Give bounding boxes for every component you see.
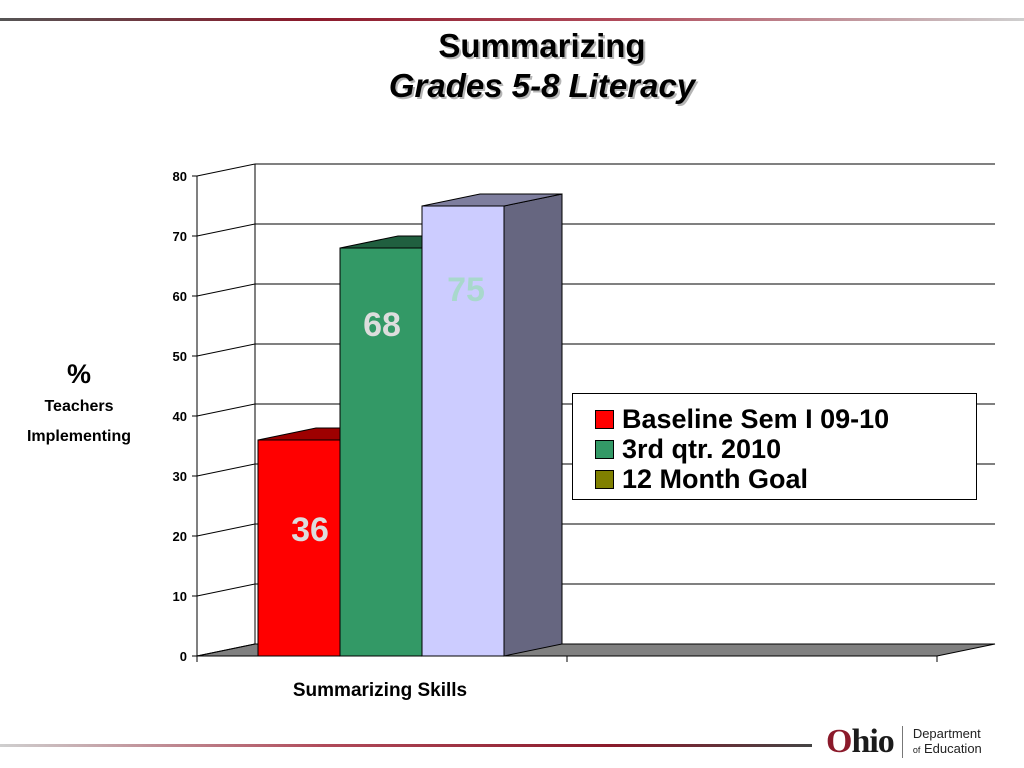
bar-3rd-qtr	[339, 247, 423, 657]
y-tick-label: 20	[173, 529, 187, 544]
legend-label-3rd-qtr: 3rd qtr. 2010	[622, 434, 782, 464]
gridline-side	[196, 283, 256, 297]
logo-line-2: Education	[923, 741, 982, 756]
legend-swatch-3rd-qtr	[595, 439, 614, 459]
logo-line-2-of: of	[912, 745, 921, 755]
legend-label-goal: 12 Month Goal	[622, 464, 809, 494]
y-tick-label: 30	[173, 469, 187, 484]
bottom-rule	[0, 744, 812, 747]
gridline-side	[196, 223, 256, 237]
y-axis-label-line-2: Implementing	[26, 428, 131, 445]
logo-ohio-rest: hio	[851, 723, 894, 760]
gridline-side	[196, 343, 256, 357]
data-label-baseline: 36	[291, 511, 329, 549]
y-tick-label: 50	[173, 349, 187, 364]
ohio-department-of-education-logo: Ohio Department of Education	[826, 722, 982, 762]
legend-label-baseline: Baseline Sem I 09-10	[622, 404, 890, 434]
legend-item-baseline: Baseline Sem I 09-10	[595, 404, 976, 434]
bar-goal	[421, 205, 505, 657]
slide-title: Summarizing Grades 5-8 Literacy	[0, 26, 1024, 106]
legend-item-goal: 12 Month Goal	[595, 464, 976, 494]
y-tick-label: 40	[173, 409, 187, 424]
legend-swatch-baseline	[595, 409, 614, 429]
logo-department-text: Department of Education	[913, 726, 982, 758]
chart-legend: Baseline Sem I 09-10 3rd qtr. 2010 12 Mo…	[572, 393, 977, 500]
data-label-goal: 75	[447, 271, 485, 309]
x-axis-label: Summarizing Skills	[292, 680, 468, 701]
y-axis-label-line-1: Teachers	[44, 398, 114, 415]
y-axis-label-symbol: %	[66, 359, 91, 389]
y-tick-label: 80	[173, 169, 187, 184]
logo-ohio-wordmark: Ohio	[826, 723, 895, 761]
legend-item-3rd-qtr: 3rd qtr. 2010	[595, 434, 976, 464]
logo-ohio-initial: O	[826, 723, 852, 760]
bar-side-goal	[503, 193, 563, 657]
y-tick-label: 70	[173, 229, 187, 244]
data-label-3rd-qtr: 68	[363, 306, 401, 344]
bar-baseline	[257, 439, 341, 657]
gridline-side	[196, 523, 256, 537]
logo-line-1: Department	[912, 726, 981, 741]
gridline-side	[196, 163, 256, 177]
gridline-side	[196, 463, 256, 477]
y-tick-label: 0	[180, 649, 187, 664]
gridline-side	[196, 403, 256, 417]
y-tick-label: 10	[173, 589, 187, 604]
y-tick-label: 60	[173, 289, 187, 304]
gridline-side	[196, 583, 256, 597]
title-line-2: Grades 5-8 Literacy	[388, 67, 696, 104]
top-rule	[0, 18, 1024, 21]
title-line-1: Summarizing	[438, 27, 646, 64]
gridline-side	[196, 643, 256, 657]
logo-separator	[901, 726, 903, 758]
y-axis-label: % Teachers Implementing	[4, 356, 154, 452]
legend-swatch-goal	[595, 469, 614, 489]
